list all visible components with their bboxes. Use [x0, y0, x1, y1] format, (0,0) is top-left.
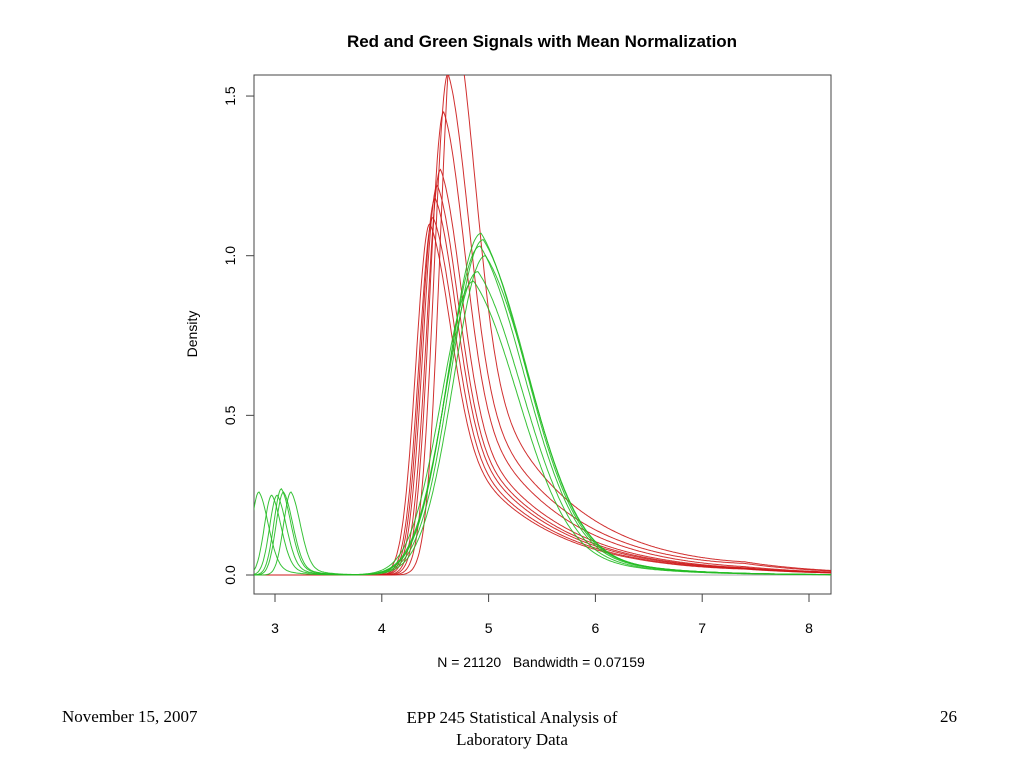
x-tick-label: 6: [592, 620, 600, 636]
footer-title-line2: Laboratory Data: [456, 730, 568, 749]
page-number: 26: [940, 707, 957, 726]
footer-title-line1: EPP 245 Statistical Analysis of: [406, 708, 618, 727]
density-curve-red-6: [254, 110, 831, 576]
chart-title: Red and Green Signals with Mean Normaliz…: [347, 32, 737, 51]
footer-date: November 15, 2007: [62, 707, 198, 726]
density-curve-green-4: [254, 271, 831, 576]
density-curve-green-6: [254, 245, 831, 576]
y-tick-label: 1.0: [222, 246, 238, 266]
density-curve-red-4: [254, 184, 831, 576]
x-tick-label: 7: [698, 620, 706, 636]
x-tick-label: 5: [485, 620, 493, 636]
density-curve-red-5: [254, 168, 831, 576]
x-tick-label: 3: [271, 620, 279, 636]
density-curve-green-3: [254, 255, 831, 576]
y-tick-label: 1.5: [222, 86, 238, 106]
x-tick-label: 4: [378, 620, 386, 636]
footer-title: EPP 245 Statistical Analysis of Laborato…: [362, 707, 662, 751]
y-tick-label: 0.0: [222, 565, 238, 585]
density-curve-green-1: [254, 232, 831, 576]
plot-frame: [253, 74, 832, 595]
x-axis-label: N = 21120 Bandwidth = 0.07159: [437, 654, 645, 670]
x-tick-label: 8: [805, 620, 813, 636]
y-tick-label: 0.5: [222, 405, 238, 425]
density-curve-green-5: [254, 280, 831, 576]
density-curve-red-1: [254, 222, 831, 576]
y-axis-label: Density: [184, 311, 200, 358]
density-curve-red-7: [254, 75, 831, 576]
